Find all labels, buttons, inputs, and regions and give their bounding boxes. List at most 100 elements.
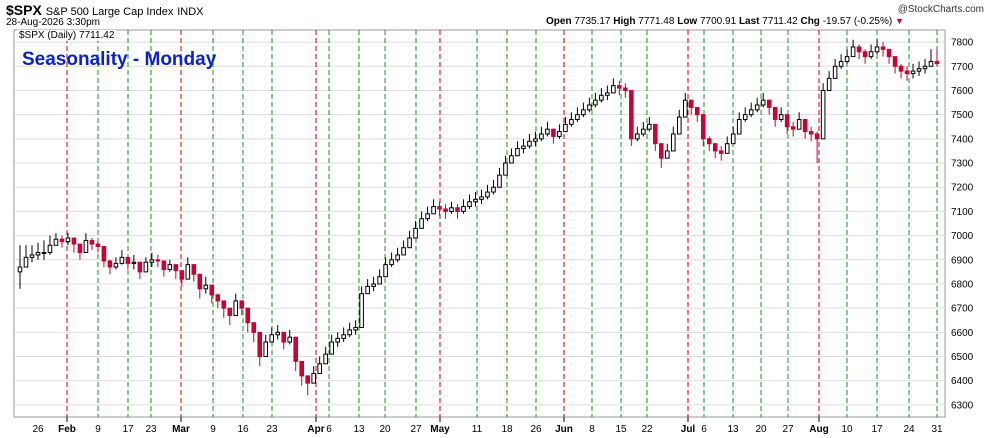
candle-body <box>17 266 23 273</box>
candle-body <box>401 247 406 256</box>
candle-body <box>173 264 179 272</box>
candle-body <box>611 85 616 94</box>
x-tick-label: 27 <box>410 424 422 435</box>
candle-body <box>928 60 934 67</box>
candle-body <box>431 206 436 215</box>
chg-label: Chg <box>800 16 820 27</box>
candle-body <box>359 293 364 329</box>
candle-body <box>461 206 466 212</box>
candle-body <box>808 131 814 135</box>
candle-body <box>89 239 95 245</box>
candle-body <box>377 276 382 285</box>
candle-body <box>916 68 922 72</box>
candle-body <box>706 138 712 145</box>
candle-body <box>353 327 358 331</box>
candle-body <box>329 341 334 355</box>
candle-body <box>617 85 622 89</box>
candle-body <box>509 155 514 164</box>
chart-legend: $SPX (Daily) 7711.42 <box>17 30 117 41</box>
candle-body <box>443 208 448 212</box>
candle-body <box>724 143 730 154</box>
candle-body <box>197 273 203 290</box>
candle-body <box>275 331 281 336</box>
candle-body <box>311 372 316 384</box>
x-tick-label: 23 <box>266 424 278 435</box>
candle-body <box>736 118 742 135</box>
chart-title: Seasonality - Monday <box>22 49 217 70</box>
candle-body <box>455 207 460 212</box>
candle-body <box>760 99 766 106</box>
candle-body <box>323 353 328 365</box>
y-tick-label: 7300 <box>951 159 974 170</box>
high-value: 7771.48 <box>638 16 675 27</box>
candle-body <box>599 94 604 101</box>
x-tick-label: 10 <box>841 424 853 435</box>
x-tick-label: 26 <box>32 424 44 435</box>
candle-body <box>107 260 113 268</box>
candle-body <box>269 334 275 343</box>
candle-body <box>281 331 287 343</box>
ohlc-readout: Open 7735.17 High 7771.48 Low 7700.91 La… <box>546 16 904 27</box>
candle-body <box>569 118 574 125</box>
candle-body <box>563 123 568 133</box>
y-tick-label: 7700 <box>951 62 974 73</box>
candle-body <box>748 109 754 116</box>
candle-body <box>257 331 263 358</box>
x-tick-label: May <box>430 424 450 435</box>
x-tick-label: 23 <box>145 424 157 435</box>
chg-value: -19.57 (-0.25%) <box>822 16 893 27</box>
candle-body <box>527 140 532 147</box>
candle-body <box>305 375 310 384</box>
candle-body <box>407 237 412 249</box>
candle-body <box>203 284 209 290</box>
candle-body <box>539 133 544 140</box>
x-tick-label: 13 <box>353 424 365 435</box>
x-tick-label: 31 <box>931 424 943 435</box>
candle-body <box>623 87 628 91</box>
candle-body <box>227 307 233 316</box>
x-tick-label: Mar <box>172 424 190 435</box>
exchange-label: INDX <box>177 6 204 18</box>
candle-body <box>515 148 520 157</box>
candle-body <box>557 131 562 137</box>
candle-body <box>838 60 844 67</box>
candle-body <box>922 65 928 70</box>
x-tick-label: 17 <box>122 424 134 435</box>
candle-body <box>868 51 874 58</box>
candle-body <box>347 329 352 336</box>
candle-body <box>155 259 161 262</box>
candle-body <box>880 46 886 50</box>
last-value: 7711.42 <box>762 16 798 27</box>
y-tick-label: 7500 <box>951 110 974 121</box>
candle-body <box>437 206 442 210</box>
candle-body <box>71 237 77 245</box>
candle-body <box>593 99 598 106</box>
candle-body <box>215 294 221 302</box>
date-time: 28-Aug-2026 3:30pm <box>6 17 100 28</box>
x-tick-label: 20 <box>755 424 767 435</box>
candle-body <box>545 128 550 135</box>
high-label: High <box>613 16 636 27</box>
x-tick-label: Jul <box>681 424 696 435</box>
x-tick-label: 24 <box>903 424 915 435</box>
x-tick-label: 15 <box>615 424 627 435</box>
candle-body <box>77 243 83 254</box>
candle-body <box>892 56 898 67</box>
candle-body <box>581 109 586 116</box>
candle-body <box>341 334 346 339</box>
candle-body <box>910 70 916 75</box>
x-tick-label: Aug <box>809 424 828 435</box>
candle-body <box>665 150 670 159</box>
symbol-description: S&P 500 Large Cap Index <box>45 6 174 18</box>
candle-body <box>886 48 892 58</box>
candle-body <box>629 89 634 140</box>
candle-body <box>844 56 850 62</box>
candle-body <box>647 123 652 130</box>
x-tick-label: 9 <box>95 424 101 435</box>
candle-body <box>389 259 394 266</box>
candle-body <box>395 254 400 261</box>
x-tick-label: 26 <box>530 424 542 435</box>
candle-body <box>874 46 880 53</box>
candle-body <box>730 133 736 145</box>
candle-body <box>802 118 808 133</box>
